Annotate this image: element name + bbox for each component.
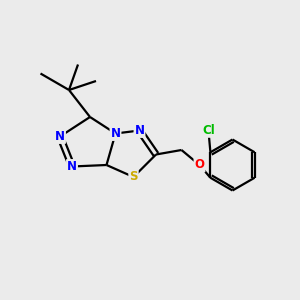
Text: N: N — [110, 127, 121, 140]
Text: O: O — [194, 158, 205, 172]
Text: N: N — [55, 130, 65, 143]
Text: Cl: Cl — [202, 124, 215, 137]
Text: N: N — [67, 160, 77, 173]
Text: S: S — [129, 170, 138, 184]
Text: N: N — [134, 124, 145, 137]
